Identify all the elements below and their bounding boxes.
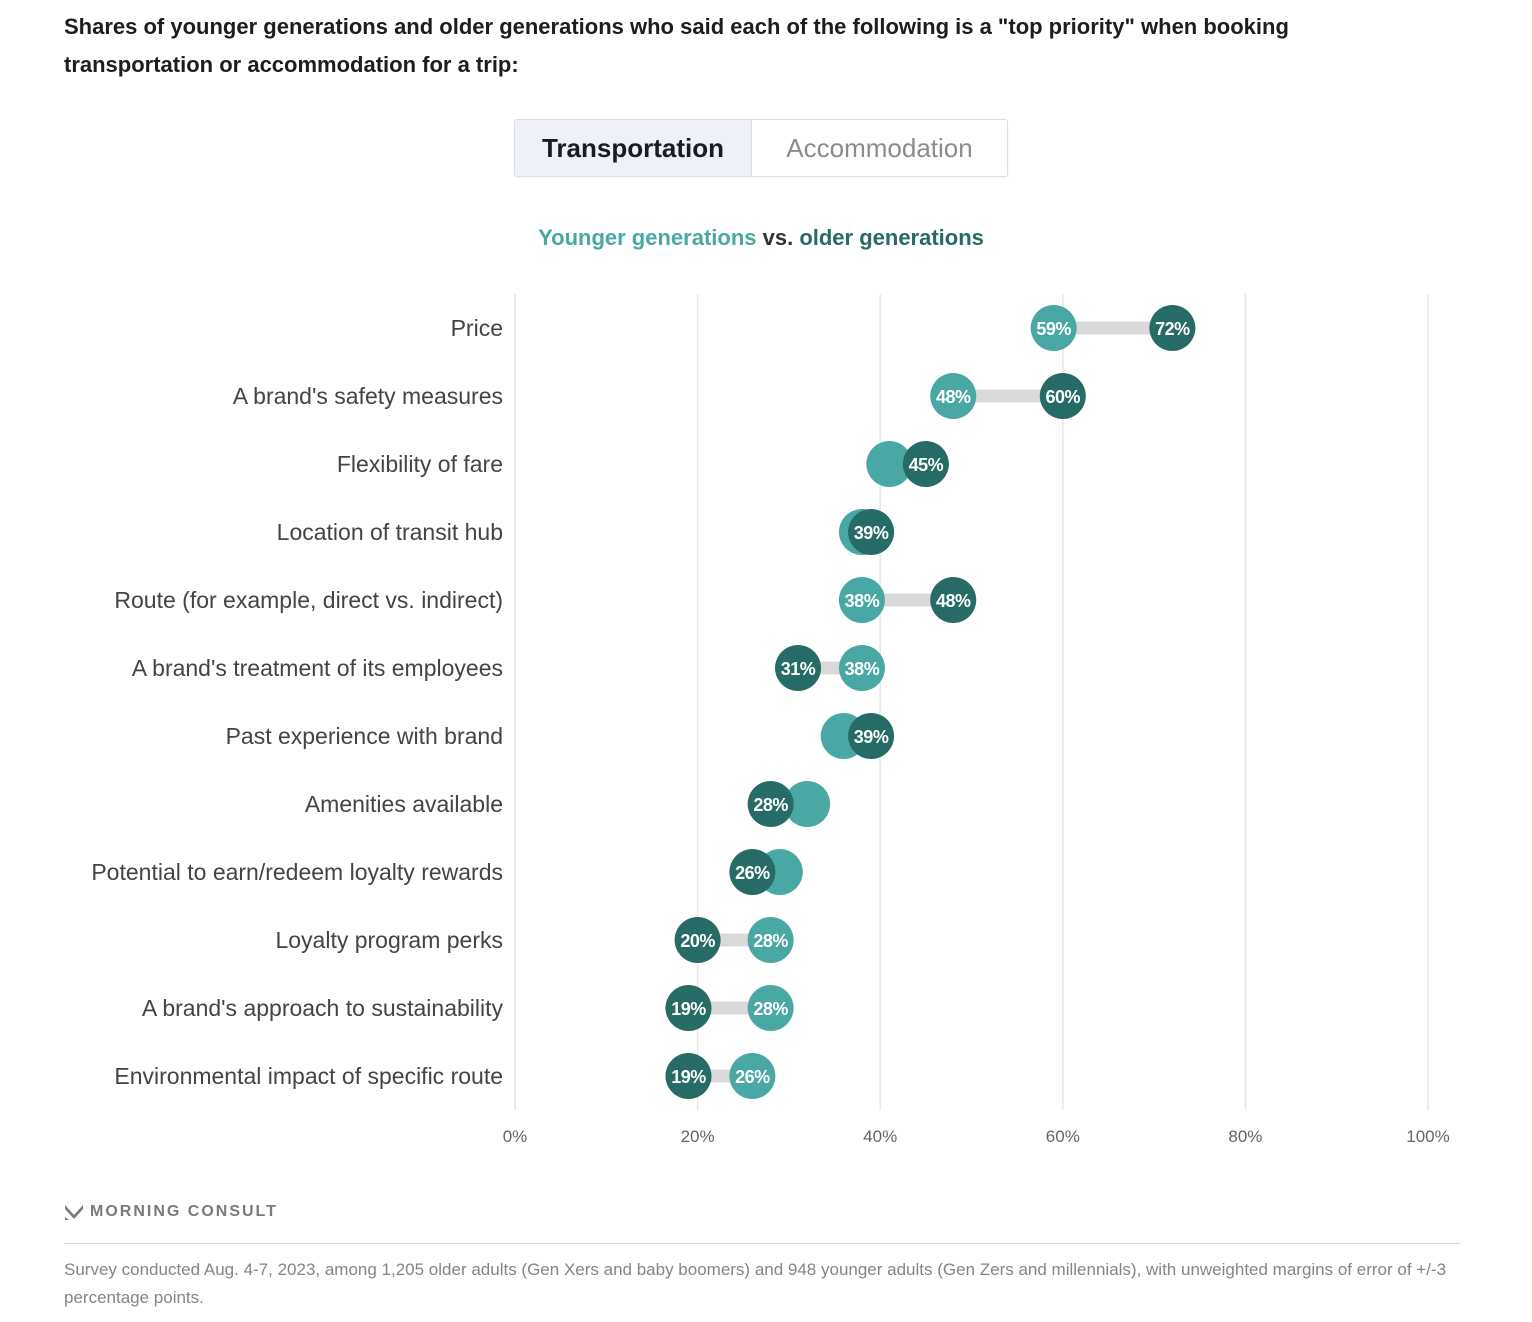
category-label: A brand's treatment of its employees	[132, 655, 503, 681]
tab-group: Transportation Accommodation	[514, 119, 1008, 177]
category-label: Amenities available	[305, 791, 503, 817]
older-dot	[674, 917, 721, 963]
chart-title: Shares of younger generations and older …	[64, 14, 1289, 77]
older-dot	[1039, 373, 1086, 419]
younger-value-label: 48%	[936, 387, 971, 407]
category-label: A brand's approach to sustainability	[142, 995, 504, 1021]
legend-older: older generations	[799, 225, 984, 250]
older-value-label: 19%	[671, 1067, 706, 1087]
older-dot	[848, 713, 895, 759]
older-value-label: 31%	[781, 659, 816, 679]
category-label: A brand's safety measures	[233, 383, 503, 409]
younger-value-label: 28%	[753, 999, 788, 1019]
older-value-label: 39%	[854, 727, 889, 747]
older-dot	[665, 985, 712, 1031]
x-tick-label: 40%	[863, 1127, 897, 1146]
older-dot	[930, 577, 977, 623]
category-label: Route (for example, direct vs. indirect)	[114, 587, 503, 613]
younger-value-label: 26%	[735, 1067, 770, 1087]
older-dot	[775, 645, 822, 691]
category-label: Location of transit hub	[277, 519, 503, 545]
older-value-label: 26%	[735, 863, 770, 883]
tab-accommodation[interactable]: Accommodation	[752, 120, 1007, 176]
younger-value-label: 59%	[1036, 319, 1071, 339]
older-value-label: 60%	[1046, 387, 1081, 407]
older-value-label: 48%	[936, 591, 971, 611]
x-tick-label: 0%	[503, 1127, 528, 1146]
category-label: Past experience with brand	[226, 723, 503, 749]
morning-consult-logo-icon	[65, 1205, 83, 1220]
older-value-label: 72%	[1155, 319, 1190, 339]
brand-name: MORNING CONSULT	[90, 1203, 278, 1220]
category-label: Environmental impact of specific route	[114, 1063, 503, 1089]
legend-title: Younger generations vs. older generation…	[0, 225, 1522, 251]
survey-note: Survey conducted Aug. 4-7, 2023, among 1…	[64, 1260, 1447, 1307]
x-tick-label: 20%	[681, 1127, 715, 1146]
older-value-label: 19%	[671, 999, 706, 1019]
older-dot	[902, 441, 949, 487]
brand-logo: MORNING CONSULT	[64, 1203, 278, 1221]
category-label: Flexibility of fare	[337, 451, 503, 477]
x-tick-label: 80%	[1228, 1127, 1262, 1146]
older-dot	[1149, 305, 1196, 351]
dumbbell-chart: 0% 20% 40% 60% 80% 100% Price 59% 72% A brand's s…	[91, 294, 1450, 1146]
older-dot	[747, 781, 794, 827]
category-label: Potential to earn/redeem loyalty rewards	[91, 859, 503, 885]
legend-vs: vs.	[756, 225, 800, 250]
older-dot	[665, 1053, 712, 1099]
older-dot	[729, 849, 776, 895]
older-value-label: 28%	[753, 795, 788, 815]
younger-dot	[747, 917, 794, 963]
tab-transportation[interactable]: Transportation	[515, 120, 752, 176]
younger-dot	[930, 373, 977, 419]
younger-dot	[1030, 305, 1077, 351]
younger-dot	[784, 781, 831, 827]
younger-dot	[838, 577, 885, 623]
older-value-label: 20%	[680, 931, 715, 951]
category-label: Loyalty program perks	[275, 927, 503, 953]
younger-value-label: 38%	[845, 659, 880, 679]
footer-divider	[64, 1243, 1460, 1244]
x-tick-label: 60%	[1046, 1127, 1080, 1146]
younger-value-label: 28%	[753, 931, 788, 951]
legend-younger: Younger generations	[538, 225, 757, 250]
older-dot	[848, 509, 895, 555]
younger-dot	[729, 1053, 776, 1099]
younger-dot	[838, 645, 885, 691]
younger-dot	[747, 985, 794, 1031]
older-value-label: 39%	[854, 523, 889, 543]
x-tick-label: 100%	[1406, 1127, 1449, 1146]
younger-value-label: 38%	[845, 591, 880, 611]
younger-dot	[866, 441, 913, 487]
category-label: Price	[451, 315, 503, 341]
older-value-label: 45%	[909, 455, 944, 475]
